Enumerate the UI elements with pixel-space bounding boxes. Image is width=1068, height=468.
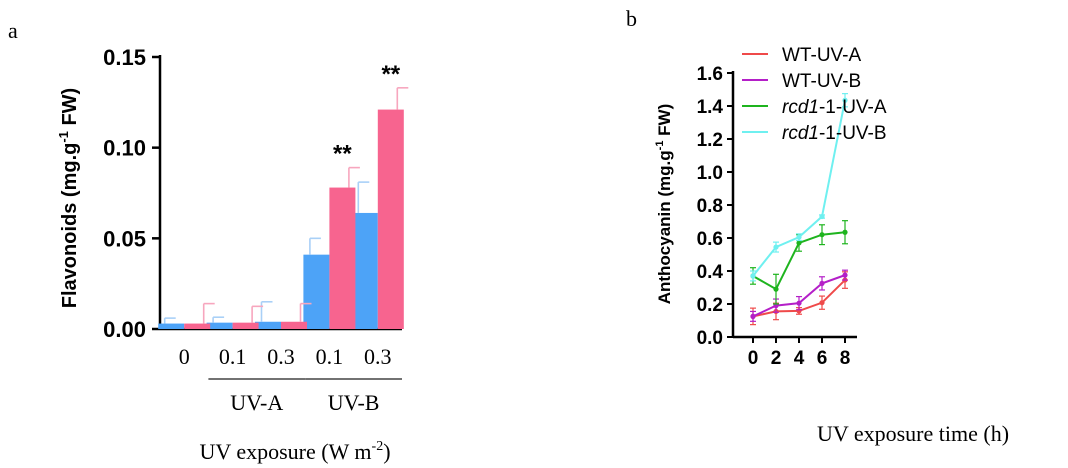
group-label: UV-B (328, 390, 380, 415)
x-tick-label: 8 (840, 348, 851, 369)
legend-label: rcd1-1-UV-B (782, 123, 887, 144)
panel-a-xlabel: UV exposure (W m-2) (199, 439, 390, 464)
y-tick-label: 1.6 (697, 64, 723, 85)
bar (255, 321, 281, 329)
bar (206, 322, 233, 329)
bar (232, 322, 259, 329)
y-tick-label: 0.2 (697, 295, 723, 316)
x-tick-label: 0.3 (267, 344, 295, 369)
data-point (819, 232, 825, 238)
y-tick-label: 1.0 (697, 163, 723, 184)
bar (184, 323, 211, 329)
data-point (819, 300, 825, 306)
bar (303, 254, 330, 329)
legend-label: WT-UV-A (782, 45, 861, 66)
group-label: UV-A (230, 390, 283, 415)
legend-label: WT-UV-B (782, 71, 861, 92)
data-point (842, 97, 848, 103)
y-tick-label: 0.15 (103, 45, 146, 70)
bar (329, 187, 356, 329)
x-tick-label: 6 (817, 348, 828, 369)
y-tick-label: 1.4 (697, 97, 724, 118)
x-tick-label: 2 (771, 348, 782, 369)
data-point (773, 286, 779, 292)
data-point (796, 240, 802, 246)
y-tick-label: 0.05 (103, 226, 146, 251)
significance-mark: ** (333, 141, 352, 168)
y-tick-label: 0.10 (103, 136, 146, 161)
data-point (750, 273, 756, 279)
x-tick-label: 0 (748, 348, 759, 369)
data-point (819, 213, 825, 220)
x-tick-label: 4 (794, 348, 805, 369)
bar (377, 109, 404, 329)
x-tick-label: 0 (179, 344, 190, 369)
panel-b-label: b (626, 6, 637, 31)
y-tick-label: 0.00 (103, 317, 146, 342)
panel-a: a Flavonoids (mg.g-1 FW) UV exposure (W … (8, 18, 409, 464)
data-point (842, 229, 848, 235)
y-tick-label: 0.8 (697, 196, 723, 217)
data-point (750, 313, 756, 319)
data-point (796, 300, 802, 306)
y-tick-label: 0.4 (697, 262, 724, 283)
x-tick-label: 0.1 (219, 344, 247, 369)
data-point (842, 272, 848, 278)
panel-b: b Anthocyanin (mg.g-1 FW) UV exposure ti… (626, 6, 1009, 446)
legend-label: rcd1-1-UV-A (782, 97, 887, 118)
bar (281, 321, 307, 329)
y-tick-label: 0.6 (697, 229, 723, 250)
x-tick-label: 0.1 (316, 344, 344, 369)
bar (351, 212, 378, 329)
panel-b-ylabel: Anthocyanin (mg.g-1 FW) (654, 104, 674, 305)
data-point (796, 234, 802, 240)
panel-a-label: a (8, 18, 18, 43)
y-tick-label: 0.0 (697, 328, 723, 349)
y-tick-label: 1.2 (697, 130, 723, 151)
legend: WT-UV-A WT-UV-B rcd1-1-UV-A rcd1-1-UV-B (742, 45, 887, 144)
significance-mark: ** (381, 61, 400, 88)
panel-b-xlabel: UV exposure time (h) (817, 421, 1009, 446)
x-tick-label: 0.3 (364, 344, 392, 369)
data-point (819, 280, 825, 286)
data-point (773, 244, 779, 250)
bar (158, 323, 185, 329)
panel-a-ylabel: Flavonoids (mg.g-1 FW) (56, 88, 81, 308)
